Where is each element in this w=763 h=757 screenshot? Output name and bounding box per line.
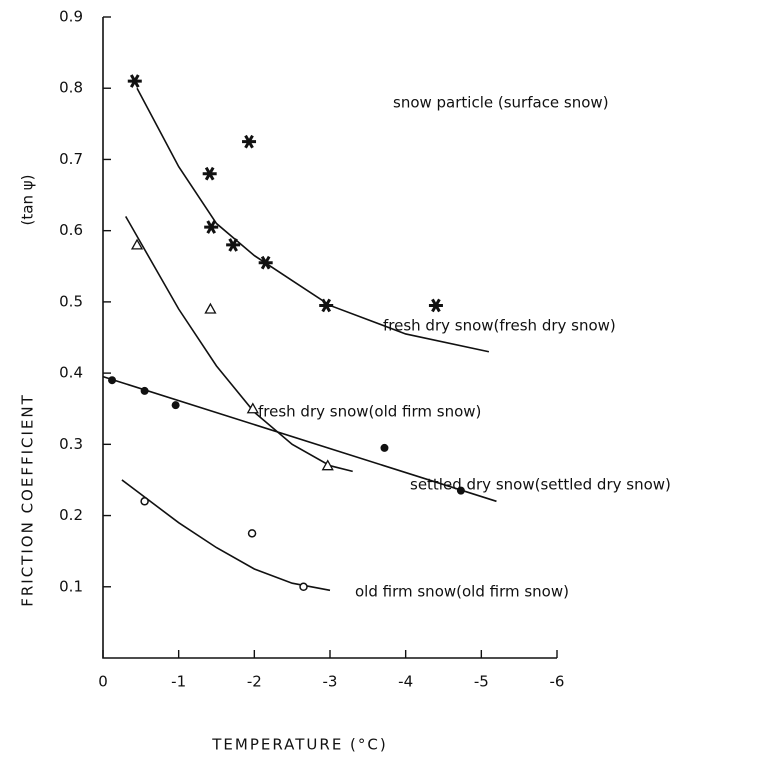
data-point — [140, 497, 149, 506]
data-point — [299, 582, 308, 592]
data-point — [204, 220, 219, 234]
star-marker — [428, 298, 443, 313]
dot-marker — [140, 386, 149, 395]
y-axis-label: FRICTION COEFFICIENT — [19, 393, 37, 607]
data-point — [130, 238, 144, 250]
x-axis-label: TEMPERATURE (°C) — [211, 736, 388, 754]
data-point — [226, 238, 241, 252]
circle-marker — [299, 582, 308, 592]
data-point — [247, 529, 257, 538]
series-label: fresh dry snow(fresh dry snow) — [383, 317, 616, 335]
x-tick-label: -4 — [398, 673, 413, 691]
y-tick-label: 0.8 — [59, 79, 83, 97]
star-marker — [202, 166, 217, 181]
dot-marker — [171, 401, 180, 410]
y-tick-label: 0.9 — [59, 8, 83, 26]
data-point — [258, 255, 273, 270]
fit-curve — [125, 216, 353, 473]
fit-curve — [102, 375, 497, 503]
x-tick-label: -1 — [171, 673, 186, 691]
y-tick-label: 0.1 — [59, 577, 83, 595]
dot-marker — [108, 376, 117, 385]
y-tick-label: 0.3 — [59, 435, 83, 453]
y-tick-label: 0.4 — [59, 364, 83, 382]
triangle-marker — [321, 459, 334, 471]
data-point — [246, 402, 259, 414]
star-marker — [242, 134, 257, 149]
star-marker — [127, 74, 142, 88]
y-tick-label: 0.5 — [59, 292, 83, 310]
data-point — [380, 443, 389, 452]
fit-curve — [121, 479, 331, 592]
star-marker — [226, 238, 241, 252]
data-point — [428, 298, 443, 313]
star-marker — [204, 220, 219, 234]
axes — [102, 17, 557, 659]
y-axis-unit: (tan ψ) — [19, 175, 37, 226]
data-point — [319, 298, 334, 313]
data-point — [204, 302, 217, 314]
dot-marker — [456, 486, 465, 495]
circle-marker — [247, 529, 257, 538]
series-label: settled dry snow(settled dry snow) — [410, 476, 671, 494]
fit-curve — [136, 87, 490, 353]
data-point — [242, 134, 257, 149]
series-label: fresh dry snow(old firm snow) — [258, 403, 481, 421]
circle-marker — [140, 497, 149, 506]
data-point — [456, 486, 465, 495]
y-tick-label: 0.7 — [59, 150, 83, 168]
data-point — [140, 386, 149, 395]
star-marker — [258, 255, 273, 270]
data-point — [321, 459, 334, 471]
triangle-marker — [204, 302, 217, 314]
y-tick-label: 0.6 — [59, 221, 83, 239]
x-tick-label: -3 — [323, 673, 338, 691]
triangle-marker — [130, 238, 144, 250]
star-marker — [319, 298, 334, 313]
data-point — [202, 166, 217, 181]
x-tick-label: -5 — [474, 673, 489, 691]
x-tick-label: 0 — [98, 673, 108, 691]
data-point — [171, 401, 180, 410]
series-label: old firm snow(old firm snow) — [355, 583, 569, 601]
triangle-marker — [246, 402, 259, 414]
x-tick-label: -6 — [550, 673, 565, 691]
data-point — [127, 74, 142, 88]
y-tick-label: 0.2 — [59, 506, 83, 524]
data-point — [108, 376, 117, 385]
annotation: snow particle (surface snow) — [393, 94, 609, 112]
x-tick-label: -2 — [247, 673, 262, 691]
dot-marker — [380, 443, 389, 452]
